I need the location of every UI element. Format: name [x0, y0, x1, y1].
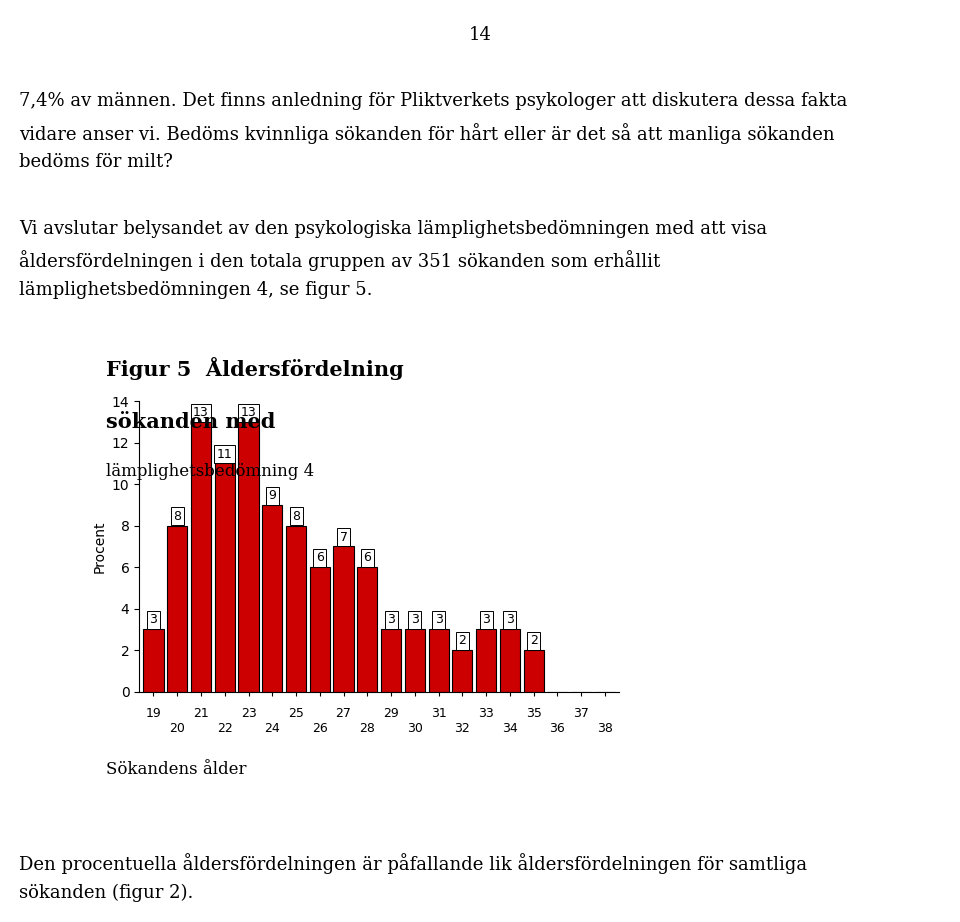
Text: 6: 6	[316, 551, 324, 564]
Bar	[333, 546, 353, 692]
Text: 3: 3	[411, 613, 419, 626]
Text: 7,4% av männen. Det finns anledning för Pliktverkets psykologer att diskutera de: 7,4% av männen. Det finns anledning för …	[19, 92, 848, 111]
Bar	[476, 630, 496, 692]
Text: 32: 32	[454, 722, 470, 735]
Text: 6: 6	[364, 551, 372, 564]
Text: Vi avslutar belysandet av den psykologiska lämplighetsbedömningen med att visa: Vi avslutar belysandet av den psykologis…	[19, 220, 767, 238]
Text: vidare anser vi. Bedöms kvinnliga sökanden för hårt eller är det så att manliga : vidare anser vi. Bedöms kvinnliga sökand…	[19, 123, 835, 144]
Text: 9: 9	[269, 489, 276, 502]
Text: 3: 3	[482, 613, 490, 626]
Bar	[428, 630, 448, 692]
Text: 7: 7	[340, 530, 348, 543]
Text: sökanden (figur 2).: sökanden (figur 2).	[19, 883, 194, 902]
Text: 27: 27	[336, 707, 351, 720]
Text: 37: 37	[573, 707, 589, 720]
Text: bedöms för milt?: bedöms för milt?	[19, 153, 173, 171]
Text: 13: 13	[193, 406, 209, 419]
Bar	[523, 650, 543, 692]
Text: 20: 20	[169, 722, 185, 735]
Bar	[167, 526, 187, 692]
Text: Sökandens ålder: Sökandens ålder	[106, 761, 246, 777]
Text: 23: 23	[241, 707, 256, 720]
Text: sökanden med: sökanden med	[106, 411, 275, 431]
Bar	[238, 422, 258, 692]
Text: 29: 29	[383, 707, 399, 720]
Text: 26: 26	[312, 722, 327, 735]
Bar	[381, 630, 401, 692]
Text: 35: 35	[526, 707, 541, 720]
Text: 30: 30	[407, 722, 422, 735]
Text: 14: 14	[468, 26, 492, 44]
Text: 38: 38	[597, 722, 612, 735]
Bar	[143, 630, 163, 692]
Text: lämplighetsbedömningen 4, se figur 5.: lämplighetsbedömningen 4, se figur 5.	[19, 281, 372, 299]
Bar	[286, 526, 306, 692]
Bar	[215, 464, 235, 692]
Text: 28: 28	[359, 722, 375, 735]
Text: 34: 34	[502, 722, 517, 735]
Bar	[262, 505, 282, 692]
Text: 3: 3	[435, 613, 443, 626]
Text: åldersfördelningen i den totala gruppen av 351 sökanden som erhållit: åldersfördelningen i den totala gruppen …	[19, 251, 660, 271]
Text: 24: 24	[264, 722, 280, 735]
Text: Figur 5  Åldersfördelning: Figur 5 Åldersfördelning	[106, 357, 403, 380]
Text: 2: 2	[459, 634, 467, 647]
Text: 2: 2	[530, 634, 538, 647]
Text: 33: 33	[478, 707, 494, 720]
Text: 11: 11	[217, 447, 232, 460]
Text: Den procentuella åldersfördelningen är påfallande lik åldersfördelningen för sam: Den procentuella åldersfördelningen är p…	[19, 853, 807, 874]
Text: 25: 25	[288, 707, 304, 720]
Text: 22: 22	[217, 722, 232, 735]
Text: 19: 19	[146, 707, 161, 720]
Text: 3: 3	[150, 613, 157, 626]
Text: lämplighetsbedömning 4: lämplighetsbedömning 4	[106, 464, 314, 480]
Text: 13: 13	[241, 406, 256, 419]
Text: 8: 8	[173, 510, 181, 523]
Y-axis label: Procent: Procent	[92, 520, 107, 573]
Text: 3: 3	[506, 613, 514, 626]
Text: 21: 21	[193, 707, 209, 720]
Bar	[310, 567, 330, 692]
Bar	[500, 630, 520, 692]
Bar	[357, 567, 377, 692]
Bar	[405, 630, 425, 692]
Text: 3: 3	[387, 613, 395, 626]
Bar	[191, 422, 211, 692]
Text: 8: 8	[292, 510, 300, 523]
Text: 36: 36	[549, 722, 565, 735]
Bar	[452, 650, 472, 692]
Text: 31: 31	[431, 707, 446, 720]
